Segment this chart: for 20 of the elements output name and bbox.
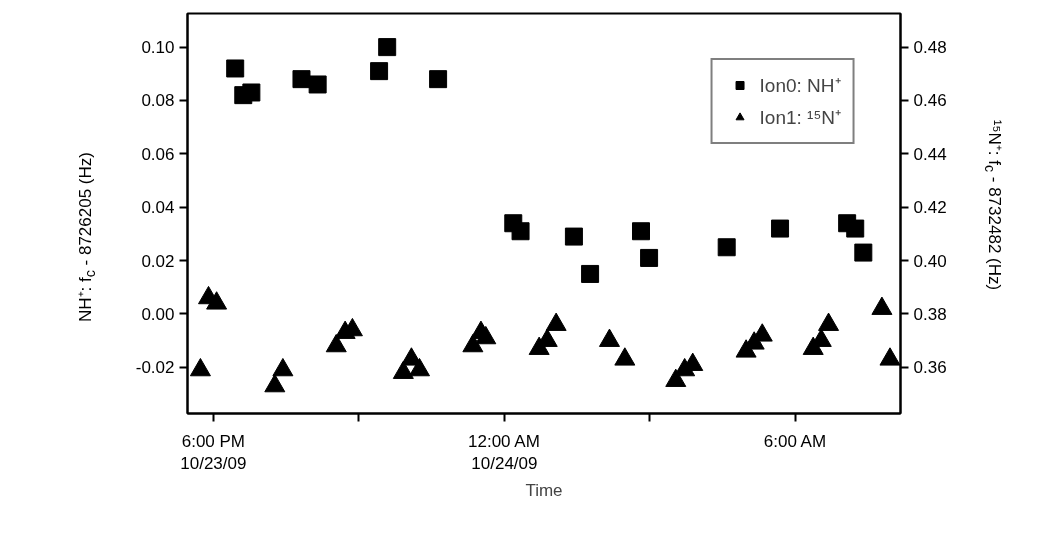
y-tick-label: 0.00 xyxy=(141,304,175,324)
legend-label: Ion1: ¹⁵N⁺ xyxy=(759,106,841,130)
legend-label: Ion0: NH⁺ xyxy=(759,74,841,98)
y2-tick-label: 0.36 xyxy=(913,358,947,378)
x-tick-label: 6:00 AM xyxy=(763,431,827,451)
y-tick-label: 0.02 xyxy=(141,251,175,271)
x-tick-label: 12:00 AM 10/24/09 xyxy=(468,431,540,474)
x-tick-label: 6:00 PM 10/23/09 xyxy=(180,431,247,474)
y-tick-label: 0.06 xyxy=(141,144,175,164)
y2-tick-label: 0.38 xyxy=(913,304,947,324)
y-tick-label: -0.02 xyxy=(135,358,175,378)
y2-tick-label: 0.48 xyxy=(913,38,947,58)
y-tick-label: 0.10 xyxy=(141,38,175,58)
y2-tick-label: 0.46 xyxy=(913,91,947,111)
y2-tick-label: 0.40 xyxy=(913,251,947,271)
y-tick-label: 0.04 xyxy=(141,198,175,218)
x-axis-title: Time xyxy=(525,481,563,501)
y2-tick-label: 0.42 xyxy=(913,198,947,218)
y2-tick-label: 0.44 xyxy=(913,144,947,164)
y-tick-label: 0.08 xyxy=(141,91,175,111)
